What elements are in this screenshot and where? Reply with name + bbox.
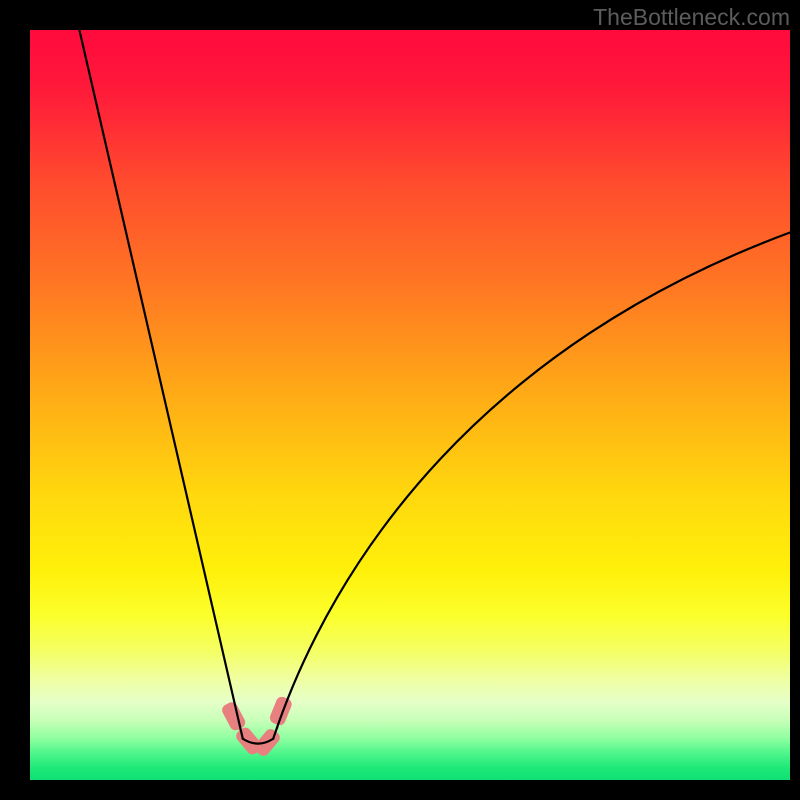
bottleneck-curve-seg-0 — [79, 30, 242, 739]
bottleneck-curve-seg-2 — [273, 233, 790, 739]
chart-svg — [30, 30, 790, 780]
marker-capsule-0 — [220, 700, 247, 732]
chart-plot-area — [30, 30, 790, 780]
marker-capsule-3 — [268, 695, 293, 727]
watermark-label: TheBottleneck.com — [593, 4, 790, 31]
